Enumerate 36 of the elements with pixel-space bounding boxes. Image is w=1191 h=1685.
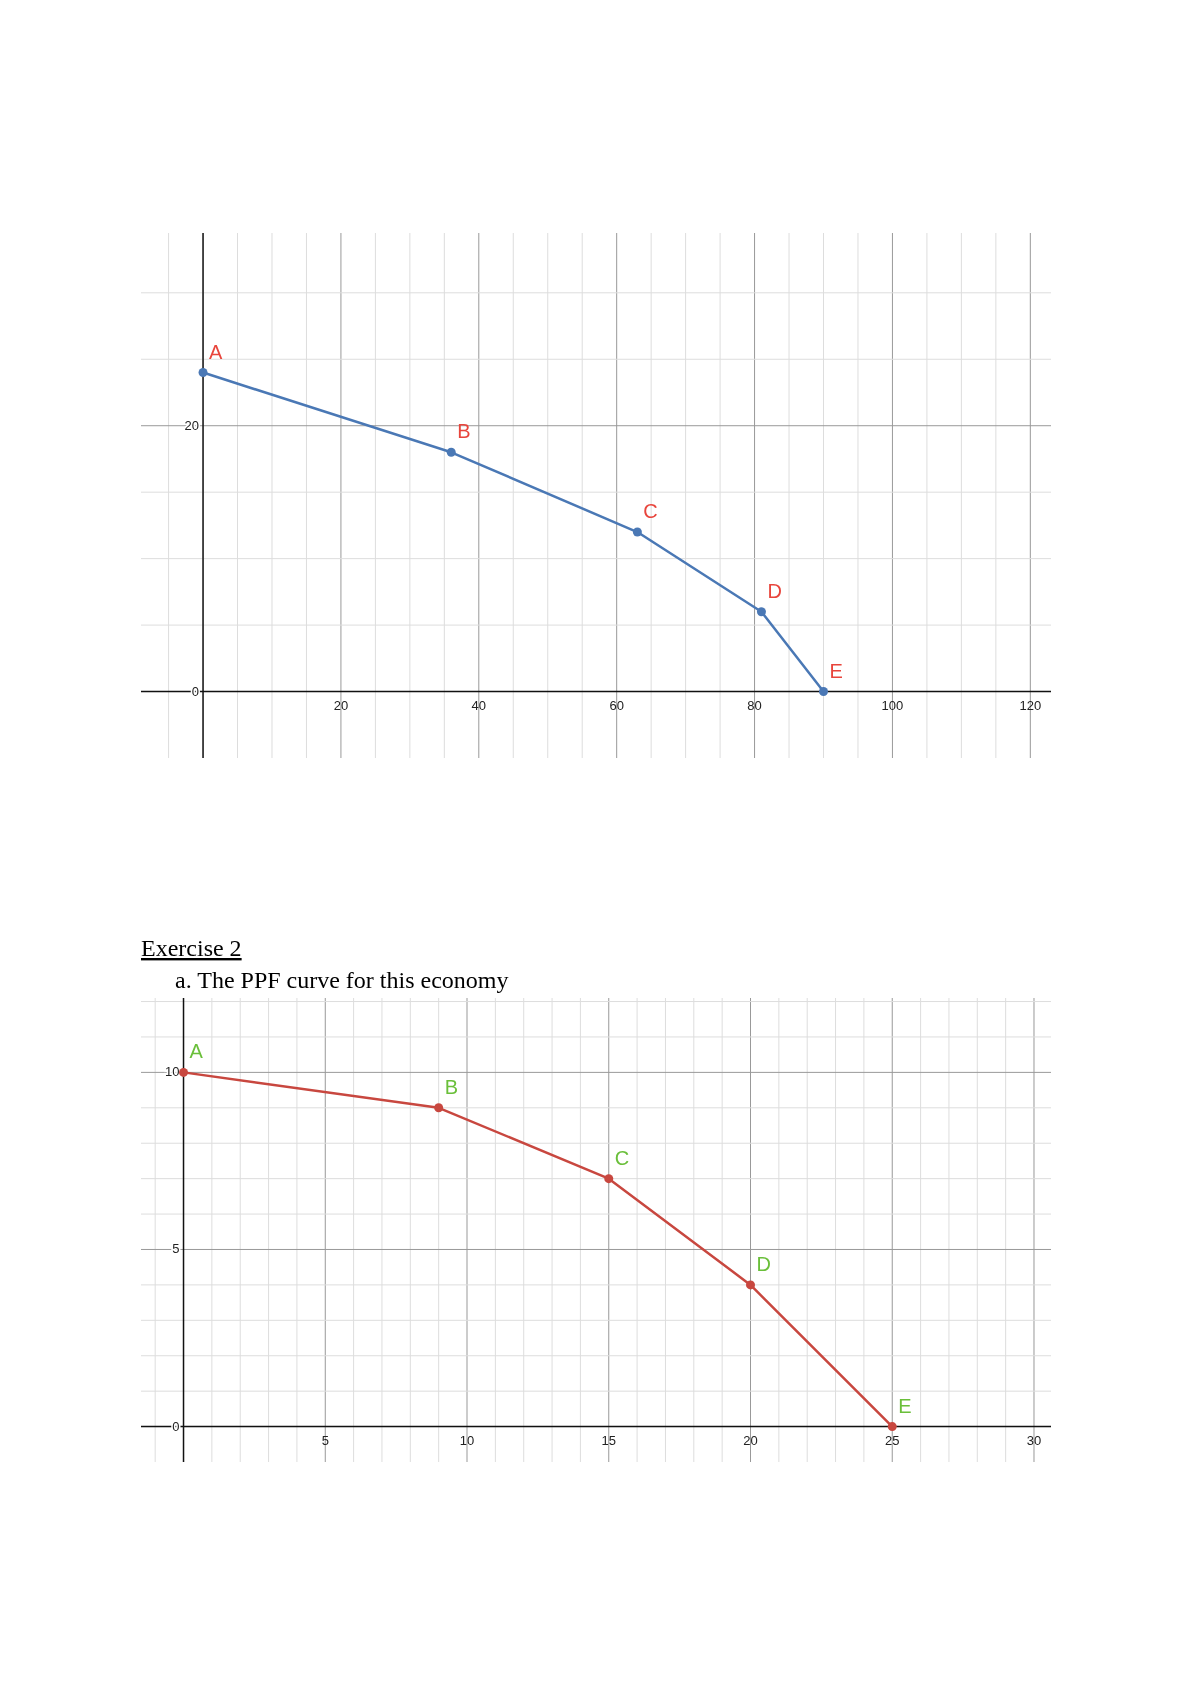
annotation: A — [209, 340, 224, 363]
x-tick-label: 120 — [1019, 697, 1042, 713]
x-tick-label: 20 — [743, 1432, 758, 1448]
annotation: E — [898, 1394, 912, 1417]
x-tick-label: 40 — [471, 697, 487, 713]
point — [746, 1280, 755, 1290]
x-tick-label: 80 — [747, 697, 762, 713]
x-tick-label: 5 — [321, 1432, 329, 1448]
point — [604, 1174, 614, 1184]
x-tick-label: 30 — [1026, 1432, 1042, 1448]
annotation: E — [829, 659, 843, 682]
annotation: D — [756, 1252, 771, 1275]
annotation: B — [444, 1075, 459, 1098]
x-tick-label: 25 — [885, 1432, 900, 1448]
x-tick-label: 10 — [459, 1432, 475, 1448]
chart-subtitle: a. The PPF curve for this economy — [175, 967, 509, 993]
point — [819, 687, 828, 697]
annotation: D — [767, 579, 782, 602]
point — [198, 368, 208, 378]
x-tick-label: 20 — [333, 697, 349, 713]
point — [887, 1422, 897, 1432]
point — [632, 527, 642, 537]
y-tick-label: 5 — [172, 1241, 180, 1257]
point — [446, 447, 456, 457]
y-tick-label: 10 — [165, 1064, 180, 1080]
annotation: C — [643, 500, 658, 523]
point — [756, 607, 766, 617]
x-tick-label: 15 — [601, 1432, 616, 1448]
x-tick-label: 100 — [881, 697, 904, 713]
annotation: A — [189, 1040, 204, 1063]
annotation: C — [614, 1146, 630, 1169]
point — [179, 1067, 189, 1077]
chart-title: Exercise 2 — [141, 935, 242, 961]
point — [434, 1103, 444, 1113]
x-tick-label: 60 — [609, 697, 624, 713]
annotation: B — [457, 420, 471, 443]
